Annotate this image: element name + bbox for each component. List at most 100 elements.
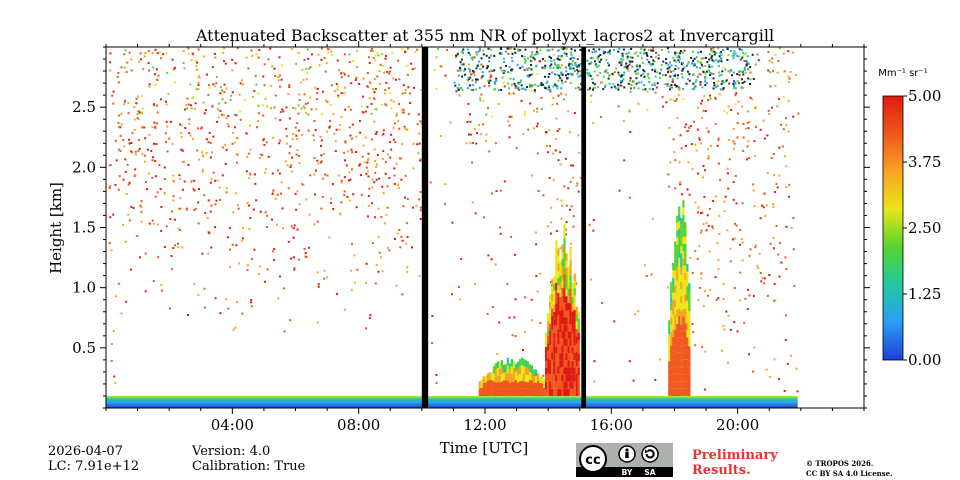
signal-pixel: [120, 123, 123, 126]
signal-pixel: [131, 132, 134, 135]
signal-pixel: [139, 204, 142, 207]
signal-pixel: [536, 47, 539, 50]
signal-pixel: [290, 164, 293, 167]
noise-pixel: [721, 70, 724, 73]
noise-pixel: [466, 48, 469, 51]
signal-pixel: [368, 205, 371, 207]
signal-pixel: [130, 205, 133, 208]
noise-pixel: [695, 56, 698, 59]
signal-pixel: [313, 173, 316, 176]
signal-pixel: [347, 179, 350, 182]
noise-pixel: [691, 62, 693, 65]
signal-pixel: [738, 82, 740, 85]
signal-pixel: [382, 192, 385, 195]
signal-pixel: [710, 48, 713, 51]
signal-pixel: [241, 83, 244, 86]
plume-cell: [672, 366, 675, 374]
signal-pixel: [377, 54, 380, 57]
plume-cell: [547, 365, 550, 374]
signal-pixel: [550, 232, 552, 235]
signal-pixel: [499, 66, 502, 69]
colorbar-unit: Mm⁻¹ sr⁻¹: [878, 68, 927, 79]
plume-cell: [553, 381, 556, 389]
plume-cell: [571, 304, 574, 312]
noise-pixel: [660, 49, 663, 51]
plume-cell: [672, 270, 675, 278]
noise-pixel: [712, 47, 715, 50]
signal-pixel: [529, 85, 531, 88]
signal-pixel: [174, 81, 177, 84]
noise-pixel: [506, 82, 509, 85]
plume-cell: [565, 260, 568, 268]
signal-pixel: [125, 192, 128, 195]
noise-pixel: [482, 49, 485, 52]
signal-pixel: [130, 151, 133, 154]
signal-pixel: [241, 312, 244, 315]
noise-pixel: [495, 77, 498, 80]
plume-cell: [563, 367, 566, 375]
noise-pixel: [710, 56, 713, 59]
signal-pixel: [628, 360, 631, 363]
plume-cell: [684, 388, 687, 396]
signal-pixel: [396, 112, 399, 115]
noise-pixel: [643, 75, 646, 78]
signal-pixel: [137, 95, 140, 98]
signal-pixel: [788, 183, 791, 186]
signal-pixel: [298, 99, 301, 102]
noise-pixel: [476, 64, 479, 67]
signal-pixel: [707, 99, 710, 102]
signal-pixel: [257, 104, 260, 107]
signal-pixel: [696, 257, 699, 260]
plume-cell: [555, 339, 558, 347]
noise-pixel: [559, 77, 562, 80]
signal-pixel: [772, 205, 775, 208]
signal-pixel: [160, 229, 163, 232]
signal-pixel: [141, 153, 144, 156]
signal-pixel: [539, 60, 541, 63]
plume-cell: [670, 303, 673, 311]
plume-aerosol-layer: [668, 200, 691, 396]
signal-pixel: [397, 183, 399, 186]
signal-pixel: [435, 56, 438, 59]
plume-cell: [676, 316, 679, 324]
plume-cell: [575, 343, 578, 352]
signal-pixel: [157, 74, 160, 77]
signal-pixel: [564, 80, 567, 83]
plume-cell: [688, 381, 691, 389]
signal-pixel: [221, 89, 224, 92]
signal-pixel: [274, 117, 277, 120]
plume-cell: [565, 331, 568, 339]
signal-pixel: [759, 217, 762, 220]
signal-pixel: [140, 200, 143, 203]
noise-pixel: [720, 73, 723, 76]
signal-pixel: [163, 166, 166, 169]
plume-cell: [577, 354, 580, 361]
noise-pixel: [715, 86, 718, 89]
plume-cell: [539, 389, 542, 396]
plume-cell: [494, 382, 497, 390]
signal-pixel: [568, 131, 571, 134]
plume-cell: [557, 278, 560, 286]
signal-pixel: [757, 59, 760, 62]
signal-pixel: [222, 51, 225, 54]
signal-pixel: [714, 276, 717, 279]
noise-pixel: [498, 52, 501, 55]
noise-pixel: [720, 82, 723, 85]
plume-cell: [569, 374, 572, 382]
plume-cell: [571, 297, 574, 305]
plume-cell: [676, 223, 679, 231]
plume-cell: [528, 372, 532, 381]
noise-pixel: [722, 49, 725, 51]
signal-pixel: [775, 224, 778, 227]
signal-pixel: [777, 97, 780, 100]
noise-pixel: [669, 88, 671, 91]
signal-pixel: [210, 178, 213, 181]
signal-pixel: [260, 153, 263, 156]
signal-pixel: [575, 185, 578, 187]
signal-pixel: [152, 66, 155, 69]
signal-pixel: [729, 260, 732, 263]
signal-pixel: [247, 67, 250, 70]
signal-pixel: [726, 172, 729, 175]
signal-pixel: [489, 76, 492, 79]
signal-pixel: [396, 232, 399, 235]
